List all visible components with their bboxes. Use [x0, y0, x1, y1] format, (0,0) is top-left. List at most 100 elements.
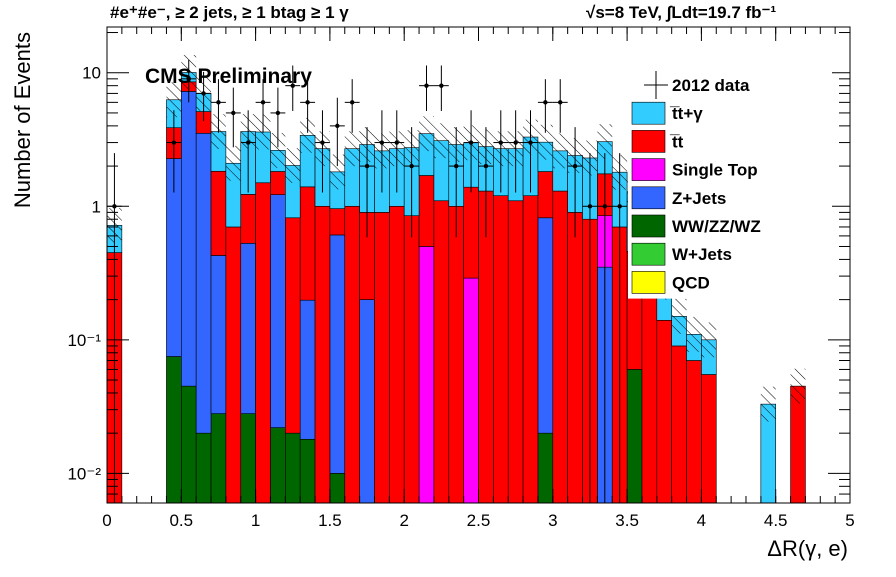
data-point-1.35 [300, 79, 316, 133]
x-tick-label: 2.5 [467, 511, 491, 530]
uncertainty-band-2.95 [537, 124, 553, 160]
bar-z-jets-0.55 [181, 91, 197, 387]
svg-text:WW/ZZ/WZ: WW/ZZ/WZ [672, 217, 761, 236]
bar-t-t-2.75 [507, 200, 524, 503]
data-point-0.85 [225, 87, 241, 148]
bar-z-jets-0.65 [195, 132, 212, 434]
uncertainty-band-4.45 [760, 386, 776, 422]
uncertainty-band-2.15 [419, 116, 434, 152]
bar-t-t-3.95 [686, 360, 702, 503]
x-tick-label: 3 [548, 511, 557, 530]
bar-z-jets-1.15 [270, 194, 286, 428]
bar-z-jets-1.75 [359, 299, 375, 503]
bar-t-t-1.95 [389, 205, 405, 503]
uncertainty-band-2.25 [433, 123, 449, 159]
bar-single-top-2.45 [463, 277, 479, 503]
chart-title-left: #e⁺#e⁻, ≥ 2 jets, ≥ 1 btag ≥ 1 γ [110, 3, 349, 22]
x-tick-label: 4 [697, 511, 706, 530]
bar-t-t-3.85 [671, 345, 687, 503]
y-tick-label: 10⁻² [67, 464, 101, 483]
legend-item-z-jets: Z+Jets [631, 186, 726, 210]
uncertainty-band-0.45 [166, 82, 182, 118]
bar-t-t-2.85 [522, 195, 539, 503]
uncertainty-band-0.85 [225, 145, 241, 181]
svg-text:W+Jets: W+Jets [672, 245, 732, 264]
bar-t-t-2.25 [433, 200, 450, 503]
bar-ww-zz-wz-3.55 [626, 369, 643, 503]
bar-z-jets-1.55 [329, 234, 346, 474]
bar-t-t-2.15 [418, 175, 435, 247]
legend: 2012 data t̅t+γ t̅t Single Top Z+Jets WW/ZZ/W… [628, 69, 832, 299]
uncertainty-band-1.15 [270, 132, 286, 168]
bar-t-t-0.85 [225, 226, 242, 503]
data-point-2.55 [478, 127, 494, 238]
bar-z-jets-2.95 [537, 217, 554, 434]
bar-t-t-2.05 [403, 215, 420, 503]
bar-ww-zz-wz-0.95 [240, 413, 256, 503]
data-point-2.25 [433, 65, 449, 111]
x-tick-label: 2 [399, 511, 408, 530]
bar-t-t-1.65 [344, 205, 360, 503]
bar-t-t-3.75 [656, 320, 672, 503]
y-tick-label: 1 [92, 197, 101, 216]
bar-ww-zz-wz-1.25 [285, 432, 301, 503]
data-point-3.05 [552, 79, 568, 133]
cms-preliminary-label: CMS Preliminary [145, 65, 312, 88]
data-point-1.45 [315, 110, 330, 193]
bar-t-t-3.05 [552, 190, 568, 503]
bar-ww-zz-wz-1.35 [299, 438, 316, 503]
y-axis-label: Number of Events [10, 32, 35, 208]
legend-item-w-jets: W+Jets [631, 242, 732, 266]
uncertainty-band-3.05 [552, 133, 568, 169]
x-tick-label: 0.5 [169, 511, 193, 530]
data-point-1.95 [389, 110, 405, 193]
bar-z-jets-0.95 [240, 243, 256, 414]
bar-t-t-1.35 [299, 186, 316, 301]
bar-t-t-1.15 [270, 171, 286, 195]
bar-t-t-1.85 [374, 212, 390, 503]
bar-z-jets-1.35 [299, 299, 316, 440]
x-tick-label: 1 [251, 511, 260, 530]
bar-ww-zz-wz-1.15 [270, 427, 286, 503]
bar-t-t-2.65 [493, 195, 509, 503]
uncertainty-band-4.05 [701, 322, 717, 358]
data-point-3.35 [597, 153, 613, 503]
data-point-2.95 [537, 79, 553, 133]
x-axis-label: ΔR(γ, e) [767, 536, 848, 561]
data-point-2.85 [523, 110, 538, 193]
data-point-3.15 [567, 127, 583, 238]
data-point-2.15 [419, 65, 434, 111]
svg-text:2012 data: 2012 data [672, 76, 750, 95]
bar-t-t-4.65 [790, 385, 806, 503]
bar-t-t-1.05 [255, 182, 271, 503]
uncertainty-band-3.85 [671, 298, 687, 334]
data-points-layer [107, 59, 628, 503]
legend-item-ww-zz-wz: WW/ZZ/WZ [631, 214, 761, 238]
uncertainty-band-1.55 [329, 154, 345, 190]
data-point-0.75 [211, 79, 226, 133]
x-tick-label: 4.5 [764, 511, 788, 530]
data-point-1.55 [329, 97, 345, 167]
data-point-0.95 [240, 110, 256, 193]
bar-ww-zz-wz-0.55 [181, 385, 197, 503]
bar-t-t-2.95 [537, 171, 554, 219]
data-point-3.45 [612, 153, 628, 503]
bar-t-t-4.05 [701, 374, 717, 503]
legend-item-qcd: QCD [631, 271, 710, 294]
x-tick-label: 3.5 [615, 511, 639, 530]
legend-item-2012-data: 2012 data [644, 71, 750, 99]
bar-t-t-3.15 [567, 212, 583, 503]
legend-item-single-top: Single Top [631, 158, 758, 181]
data-point-1.75 [359, 127, 375, 238]
uncertainty-band-1.25 [285, 148, 301, 183]
bar-single-top-2.15 [418, 246, 435, 503]
svg-text:QCD: QCD [672, 273, 710, 292]
legend-item-t-t: t̅t+γ [631, 101, 703, 125]
y-tick-label: 10⁻¹ [67, 331, 101, 350]
bar-ww-zz-wz-0.75 [210, 413, 227, 503]
svg-text:t̅t: t̅t [670, 132, 684, 151]
data-point-1.65 [344, 79, 360, 133]
data-point-1.05 [255, 79, 271, 133]
data-point-2.35 [448, 127, 464, 238]
